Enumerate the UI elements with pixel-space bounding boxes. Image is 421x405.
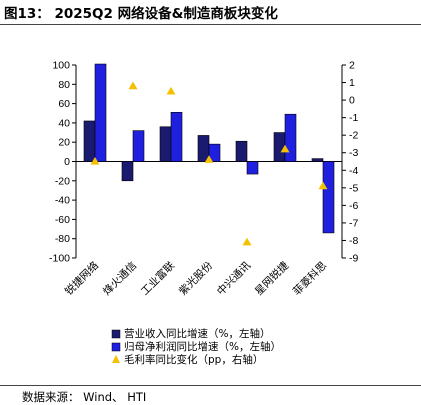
bar-netprofit bbox=[170, 111, 183, 162]
bar-netprofit bbox=[94, 63, 107, 162]
left-tick-label: 20 bbox=[58, 137, 70, 149]
bar-revenue bbox=[159, 126, 172, 162]
legend-label: 毛利率同比变化（pp，右轴） bbox=[124, 353, 263, 366]
category-label: 烽火通信 bbox=[100, 259, 139, 298]
margin-change-marker bbox=[204, 155, 214, 163]
bar-revenue bbox=[235, 140, 248, 162]
legend-label: 归母净利润同比增速（%，左轴） bbox=[124, 340, 281, 353]
bar-revenue bbox=[83, 120, 96, 162]
right-tick-label: 0 bbox=[349, 95, 355, 107]
left-tick-label: -40 bbox=[55, 195, 70, 207]
legend-swatch bbox=[111, 329, 121, 339]
right-tick-label: -3 bbox=[349, 147, 358, 159]
right-tick-label: -9 bbox=[349, 253, 358, 265]
category-label: 星网锐捷 bbox=[252, 259, 291, 298]
right-tick-label: -5 bbox=[349, 182, 358, 194]
bar-netprofit bbox=[284, 113, 297, 162]
footer-divider bbox=[0, 385, 421, 386]
category-label: 中兴通讯 bbox=[214, 259, 253, 298]
category-label: 紫光股份 bbox=[176, 259, 215, 298]
left-tick-label: 0 bbox=[64, 156, 70, 168]
bar-netprofit bbox=[132, 130, 145, 162]
source-note: 数据来源： Wind、 HTI bbox=[22, 390, 147, 404]
bar-revenue bbox=[121, 161, 134, 182]
margin-change-marker bbox=[90, 157, 100, 165]
margin-change-marker bbox=[318, 181, 328, 190]
margin-change-marker bbox=[166, 86, 176, 95]
legend-swatch bbox=[112, 355, 120, 363]
title-divider bbox=[0, 24, 421, 25]
category-label: 工业富联 bbox=[138, 259, 177, 298]
legend-swatch bbox=[111, 342, 121, 352]
left-tick-label: 60 bbox=[58, 98, 70, 110]
margin-change-marker bbox=[128, 81, 138, 90]
right-tick-label: 2 bbox=[349, 60, 355, 72]
legend-label: 营业收入同比增速（%，左轴） bbox=[124, 327, 270, 340]
left-tick-label: -80 bbox=[55, 233, 70, 245]
left-tick-label: -100 bbox=[49, 253, 70, 265]
right-tick-label: -4 bbox=[349, 165, 358, 177]
margin-change-marker bbox=[242, 237, 252, 246]
left-tick-label: 80 bbox=[58, 79, 70, 91]
right-tick-label: -7 bbox=[349, 217, 358, 229]
bar-netprofit bbox=[322, 161, 335, 234]
left-tick-label: 100 bbox=[52, 60, 70, 72]
left-tick-label: -20 bbox=[55, 175, 70, 187]
right-tick-label: -2 bbox=[349, 130, 358, 142]
left-tick-label: -60 bbox=[55, 214, 70, 226]
bar-netprofit bbox=[208, 143, 221, 162]
right-tick-label: -8 bbox=[349, 235, 358, 247]
bar-netprofit bbox=[246, 161, 259, 175]
right-tick-label: -6 bbox=[349, 200, 358, 212]
bar-revenue bbox=[311, 158, 324, 162]
figure-title: 图13： 2025Q2 网络设备&制造商板块变化 bbox=[4, 6, 278, 22]
category-label: 菲菱科思 bbox=[290, 259, 329, 298]
left-tick-label: 40 bbox=[58, 117, 70, 129]
right-tick-label: -1 bbox=[349, 112, 358, 124]
bar-revenue bbox=[197, 135, 210, 162]
bar-revenue bbox=[273, 132, 286, 162]
right-tick-label: 1 bbox=[349, 77, 355, 89]
margin-change-marker bbox=[280, 144, 290, 153]
